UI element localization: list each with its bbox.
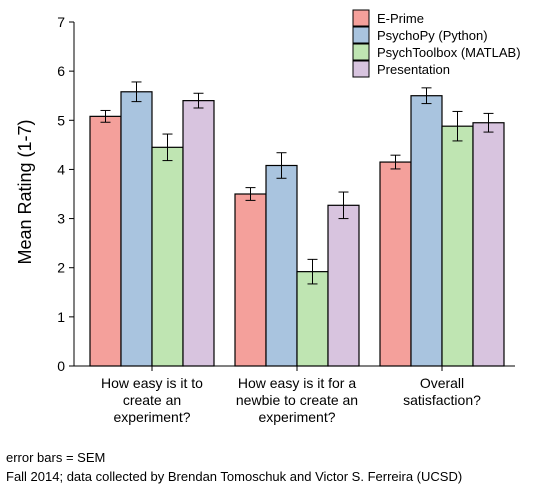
legend-label-4: Presentation bbox=[377, 62, 450, 77]
legend-swatch-2 bbox=[352, 26, 370, 44]
legend-label-2: PsychoPy (Python) bbox=[377, 28, 488, 43]
legend-swatch-1 bbox=[352, 9, 370, 27]
x-tick-label-line: satisfaction? bbox=[403, 392, 481, 408]
x-tick-label-line: How easy is it for a bbox=[238, 375, 356, 391]
bar-3-psychtoolbox-matlab- bbox=[441, 125, 474, 367]
legend: E-Prime PsychoPy (Python) PsychToolbox (MA… bbox=[352, 9, 521, 78]
bar-2-e-prime bbox=[234, 193, 267, 367]
bars bbox=[89, 81, 505, 367]
x-axis: How easy is it to create an experiment?How… bbox=[74, 365, 515, 425]
legend-label-1: E-Prime bbox=[377, 11, 424, 26]
caption-data-source: Fall 2014; data collected by Brendan Tom… bbox=[6, 469, 463, 484]
y-tick-label-0: 0 bbox=[57, 358, 65, 374]
legend-swatch-3 bbox=[352, 43, 370, 61]
y-axis: 0 1 2 3 4 5 6 7 bbox=[57, 14, 75, 374]
bar-1-psychtoolbox-matlab- bbox=[151, 146, 184, 367]
bar-3-e-prime bbox=[379, 161, 412, 367]
bar-2-psychopy-python- bbox=[265, 164, 298, 367]
bar-2-psychtoolbox-matlab- bbox=[296, 271, 329, 367]
x-tick-label-1: How easy is it to create an experiment? bbox=[101, 375, 203, 425]
x-tick-label-line: Overall bbox=[420, 375, 464, 391]
x-tick-label-line: How easy is it to bbox=[101, 375, 203, 391]
bar-1-e-prime bbox=[89, 115, 122, 367]
y-axis-label: Mean Rating (1-7) bbox=[15, 119, 35, 264]
y-tick-label-6: 6 bbox=[57, 63, 65, 79]
legend-swatch-4 bbox=[352, 60, 370, 78]
x-tick-label-line: experiment? bbox=[113, 409, 190, 425]
caption-error-bars: error bars = SEM bbox=[6, 450, 106, 465]
bar-3-presentation bbox=[472, 122, 505, 367]
bar-1-psychopy-python- bbox=[120, 91, 153, 367]
y-tick-label-4: 4 bbox=[57, 161, 65, 177]
bar-2-presentation bbox=[327, 204, 360, 367]
y-tick-label-1: 1 bbox=[57, 309, 65, 325]
legend-label-3: PsychToolbox (MATLAB) bbox=[377, 45, 521, 60]
x-tick-label-line: create an bbox=[123, 392, 181, 408]
y-tick-label-7: 7 bbox=[57, 14, 65, 30]
x-tick-label-2: How easy is it for a newbie to create an e… bbox=[236, 375, 358, 425]
y-tick-label-5: 5 bbox=[57, 112, 65, 128]
bar-1-presentation bbox=[182, 100, 215, 367]
y-tick-label-2: 2 bbox=[57, 260, 65, 276]
bar-3-psychopy-python- bbox=[410, 95, 443, 367]
y-tick-label-3: 3 bbox=[57, 211, 65, 227]
x-tick-label-3: Overall satisfaction? bbox=[403, 375, 481, 408]
x-tick-label-line: newbie to create an bbox=[236, 392, 358, 408]
x-tick-label-line: experiment? bbox=[258, 409, 335, 425]
